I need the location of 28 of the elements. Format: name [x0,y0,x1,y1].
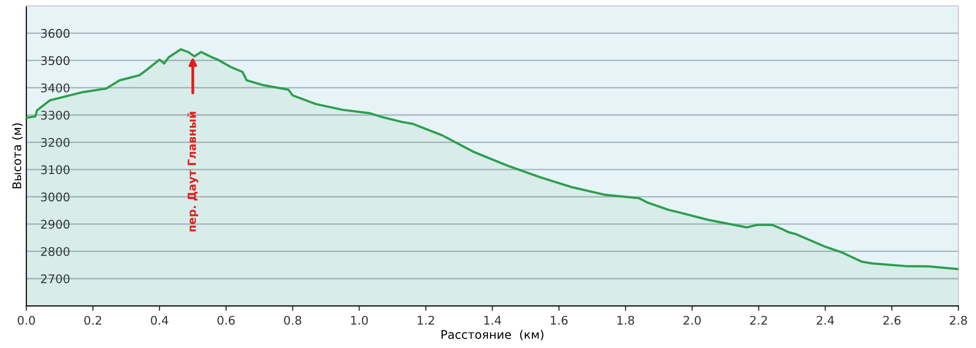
x-tick-label: 0.4 [150,316,168,325]
x-tick-label: 2.4 [816,316,834,325]
x-tick-label: 0.0 [18,316,35,325]
y-tick-label: 2700 [41,274,70,284]
x-tick-label: 0.2 [84,316,102,325]
y-tick-label: 2800 [41,247,70,256]
x-tick-label: 2.0 [684,316,701,325]
x-tick-label: 1.0 [351,316,368,325]
y-tick-label: 3400 [41,83,70,92]
x-tick-label: 1.8 [617,316,634,325]
x-tick-label: 2.6 [883,316,900,325]
annotation: пер. Даут Главный [187,112,198,232]
y-tick-label: 3500 [41,56,70,66]
x-tick-label: 1.2 [418,316,434,325]
x-tick-label: 2.2 [750,316,767,325]
x-tick-label: 0.8 [284,316,302,325]
x-tick-label: 1.4 [484,316,502,325]
y-tick-label: 2900 [41,220,70,229]
x-tick-label: 2.8 [950,316,968,325]
y-axis-title: Высота (м) [12,123,23,188]
x-tick-label: 1.6 [550,316,568,325]
y-tick-label: 3600 [41,28,70,38]
y-tick-label: 3300 [41,110,70,120]
x-tick-label: 0.6 [217,316,235,325]
y-tick-label: 3200 [41,138,70,147]
y-tick-label: 3100 [41,165,70,174]
x-axis-title: Расстояние (км) [442,330,544,340]
y-tick-label: 3000 [41,192,70,202]
